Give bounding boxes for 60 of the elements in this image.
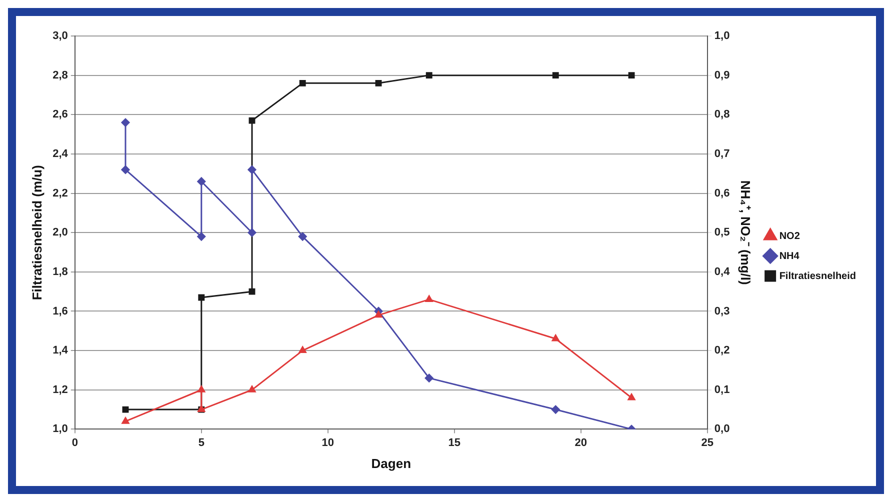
point [298, 346, 306, 354]
point [425, 295, 433, 302]
y-axis-title: Filtratiesnelheid (m/u) [29, 165, 44, 300]
y-tick-label: 1,0 [52, 423, 68, 436]
point [374, 310, 382, 318]
y2-tick-label: 0,0 [714, 423, 730, 436]
point [375, 80, 382, 86]
y2-tick-label: 0,9 [714, 69, 730, 82]
y-tick-label: 3,0 [52, 30, 68, 42]
point [248, 117, 256, 124]
point [248, 228, 256, 237]
x-tick-label: 20 [574, 436, 588, 449]
point [552, 334, 560, 342]
point [552, 72, 559, 79]
y2-tick-label: 0,6 [714, 187, 730, 200]
x-axis-title: Dagen [371, 456, 412, 471]
point [198, 294, 205, 301]
y-tick-label: 1,2 [52, 384, 68, 396]
point [122, 417, 130, 424]
y-tick-label: 2,6 [52, 108, 68, 121]
legend-label: NO2 [779, 230, 800, 242]
y-tick-label: 1,8 [52, 266, 68, 278]
point [628, 72, 635, 79]
x-tick-label: 25 [701, 436, 714, 449]
legend-label: NH4 [779, 250, 800, 262]
y2-tick-label: 1,0 [714, 30, 730, 42]
point [426, 72, 432, 79]
y-tick-label: 1,4 [52, 344, 69, 357]
x-tick-label: 5 [198, 436, 204, 449]
point [298, 232, 307, 241]
y2-tick-label: 0,8 [714, 108, 730, 121]
y-tick-label: 2,2 [52, 187, 68, 200]
y-tick-label: 2,0 [52, 226, 68, 239]
y-tick-label: 1,6 [52, 305, 68, 318]
x-tick-label: 0 [72, 436, 78, 449]
y2-tick-label: 0,3 [714, 305, 730, 318]
x-tick-label: 15 [448, 436, 461, 449]
point [424, 374, 434, 382]
y2-tick-label: 0,4 [714, 266, 731, 278]
point [197, 177, 206, 186]
y2-tick-label: 0,1 [714, 384, 730, 396]
point [121, 165, 130, 174]
point [248, 288, 256, 295]
y2-tick-label: 0,7 [714, 148, 730, 160]
y-tick-label: 2,4 [52, 148, 69, 160]
y2-tick-label: 0,2 [714, 344, 730, 357]
legend-label: Filtratiesnelheid [779, 270, 856, 282]
y-tick-label: 2,8 [52, 69, 68, 82]
point [121, 118, 130, 127]
point [248, 386, 256, 392]
point [628, 393, 636, 400]
point [299, 80, 306, 86]
x-tick-label: 10 [322, 436, 334, 449]
y2-axis-title: NH₄⁺, NO₂⁻ (mg/l) [738, 180, 753, 285]
point [122, 406, 129, 413]
y2-tick-label: 0,5 [714, 226, 730, 239]
point [551, 405, 560, 414]
point [197, 232, 206, 241]
point [248, 165, 256, 174]
point [198, 386, 206, 392]
